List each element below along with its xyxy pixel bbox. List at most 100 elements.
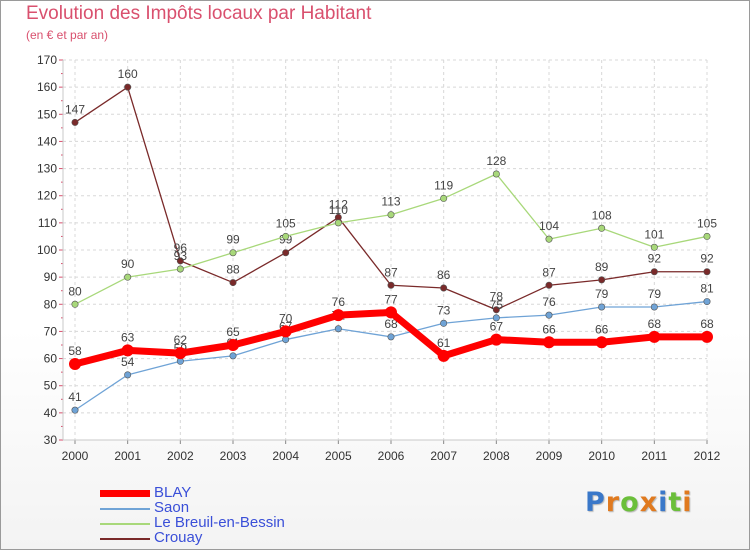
- data-point-le-breuil-en-bessin: [334, 219, 342, 227]
- y-tick-label: 160: [37, 80, 57, 94]
- data-label-blay: 67: [490, 320, 504, 334]
- x-tick-label: 2012: [694, 449, 721, 463]
- logo-letter: o: [620, 487, 640, 518]
- data-label-le-breuil-en-bessin: 105: [276, 216, 296, 230]
- data-point-blay: [279, 325, 292, 338]
- data-point-crouay: [124, 83, 132, 91]
- x-tick-label: 2011: [641, 449, 667, 463]
- data-label-blay: 66: [542, 322, 556, 336]
- legend-item-blay: BLAY: [100, 484, 360, 501]
- data-label-blay: 66: [595, 322, 609, 336]
- data-point-le-breuil-en-bessin: [440, 194, 448, 202]
- data-point-crouay: [387, 281, 395, 289]
- data-point-crouay: [282, 249, 290, 257]
- data-point-le-breuil-en-bessin: [229, 249, 237, 257]
- x-tick-label: 2009: [536, 449, 563, 463]
- data-point-le-breuil-en-bessin: [545, 235, 553, 243]
- data-label-blay: 76: [332, 295, 346, 309]
- y-tick-label: 120: [37, 189, 57, 203]
- data-label-saon: 79: [595, 287, 609, 301]
- legend-label-crouay: Crouay: [154, 529, 203, 546]
- data-point-saon: [545, 311, 553, 319]
- y-tick-label: 40: [44, 406, 58, 420]
- legend-item-le-breuil-en-bessin: Le Breuil-en-Bessin: [100, 514, 360, 531]
- data-label-crouay: 78: [490, 290, 504, 304]
- data-point-saon: [229, 352, 237, 360]
- chart-title: Evolution des Impôts locaux par Habitant: [26, 3, 372, 24]
- data-point-saon: [440, 319, 448, 327]
- chart-legend: BLAY Saon Le Breuil-en-Bessin Crouay: [100, 484, 360, 546]
- legend-swatch-le-breuil-en-bessin: [100, 523, 150, 525]
- data-point-le-breuil-en-bessin: [492, 170, 500, 178]
- data-label-saon: 54: [121, 355, 135, 369]
- data-point-saon: [703, 298, 711, 306]
- data-label-blay: 63: [121, 330, 135, 344]
- chart-subtitle: (en € et par an): [26, 28, 109, 42]
- data-label-blay: 62: [174, 333, 188, 347]
- data-point-le-breuil-en-bessin: [650, 243, 658, 251]
- data-label-crouay: 112: [329, 197, 348, 211]
- data-point-blay: [437, 349, 450, 362]
- legend-swatch-blay: [100, 490, 150, 497]
- x-tick-label: 2004: [272, 449, 299, 463]
- data-label-saon: 68: [384, 317, 398, 331]
- x-tick-label: 2010: [588, 449, 615, 463]
- data-label-le-breuil-en-bessin: 119: [434, 178, 453, 192]
- x-tick-label: 2002: [167, 449, 194, 463]
- data-label-le-breuil-en-bessin: 90: [121, 257, 135, 271]
- legend-swatch-saon: [100, 508, 150, 510]
- legend-item-saon: Saon: [100, 499, 360, 516]
- y-tick-label: 110: [38, 216, 57, 230]
- y-tick-label: 60: [44, 352, 58, 366]
- data-point-crouay: [492, 306, 500, 314]
- data-point-blay: [121, 344, 134, 357]
- logo-letter: P: [585, 487, 606, 518]
- x-tick-label: 2001: [114, 449, 141, 463]
- y-tick-label: 100: [37, 243, 57, 257]
- x-tick-label: 2007: [430, 449, 457, 463]
- data-point-le-breuil-en-bessin: [387, 211, 395, 219]
- data-point-crouay: [545, 281, 553, 289]
- data-point-blay: [227, 339, 239, 351]
- line-chart: 30 40 50 60 70 80 90 100 110 120 130 140 150 160 170 20…: [37, 53, 721, 463]
- y-tick-label: 30: [44, 433, 58, 447]
- data-label-saon: 79: [648, 287, 662, 301]
- y-tick-label: 170: [37, 53, 57, 67]
- data-point-blay: [543, 336, 555, 349]
- data-point-blay: [595, 336, 608, 349]
- data-label-blay: 65: [226, 325, 240, 339]
- legend-item-crouay: Crouay: [100, 529, 360, 546]
- y-tick-label: 50: [44, 379, 58, 393]
- data-label-le-breuil-en-bessin: 80: [68, 284, 82, 298]
- data-label-crouay: 147: [65, 102, 85, 116]
- data-point-blay: [490, 333, 503, 346]
- data-label-saon: 75: [490, 298, 504, 312]
- logo-letter: t: [668, 487, 683, 518]
- data-label-le-breuil-en-bessin: 113: [381, 195, 400, 209]
- x-tick-label: 2005: [325, 449, 352, 463]
- data-point-crouay: [176, 257, 184, 265]
- y-tick-label: 80: [44, 297, 58, 311]
- data-label-crouay: 89: [595, 260, 609, 274]
- data-point-crouay: [440, 284, 448, 292]
- data-label-crouay: 87: [384, 265, 398, 279]
- y-tick-label: 130: [37, 162, 57, 176]
- data-label-crouay: 88: [226, 263, 240, 277]
- data-label-crouay: 86: [437, 268, 451, 282]
- data-point-saon: [71, 406, 79, 414]
- data-point-blay: [332, 309, 345, 322]
- data-point-blay: [701, 330, 713, 343]
- y-tick-label: 70: [44, 324, 58, 338]
- data-point-crouay: [71, 118, 79, 126]
- data-point-le-breuil-en-bessin: [703, 232, 711, 240]
- proxiti-logo: Proxiti: [585, 487, 693, 518]
- data-point-saon: [650, 303, 658, 311]
- data-point-blay: [174, 347, 187, 360]
- data-point-crouay: [229, 279, 237, 287]
- legend-label-le-breuil-en-bessin: Le Breuil-en-Bessin: [154, 514, 285, 531]
- data-label-le-breuil-en-bessin: 99: [226, 233, 240, 247]
- data-label-saon: 76: [542, 295, 556, 309]
- data-label-saon: 41: [68, 390, 82, 404]
- data-label-le-breuil-en-bessin: 101: [644, 227, 664, 241]
- data-point-crouay: [598, 276, 606, 284]
